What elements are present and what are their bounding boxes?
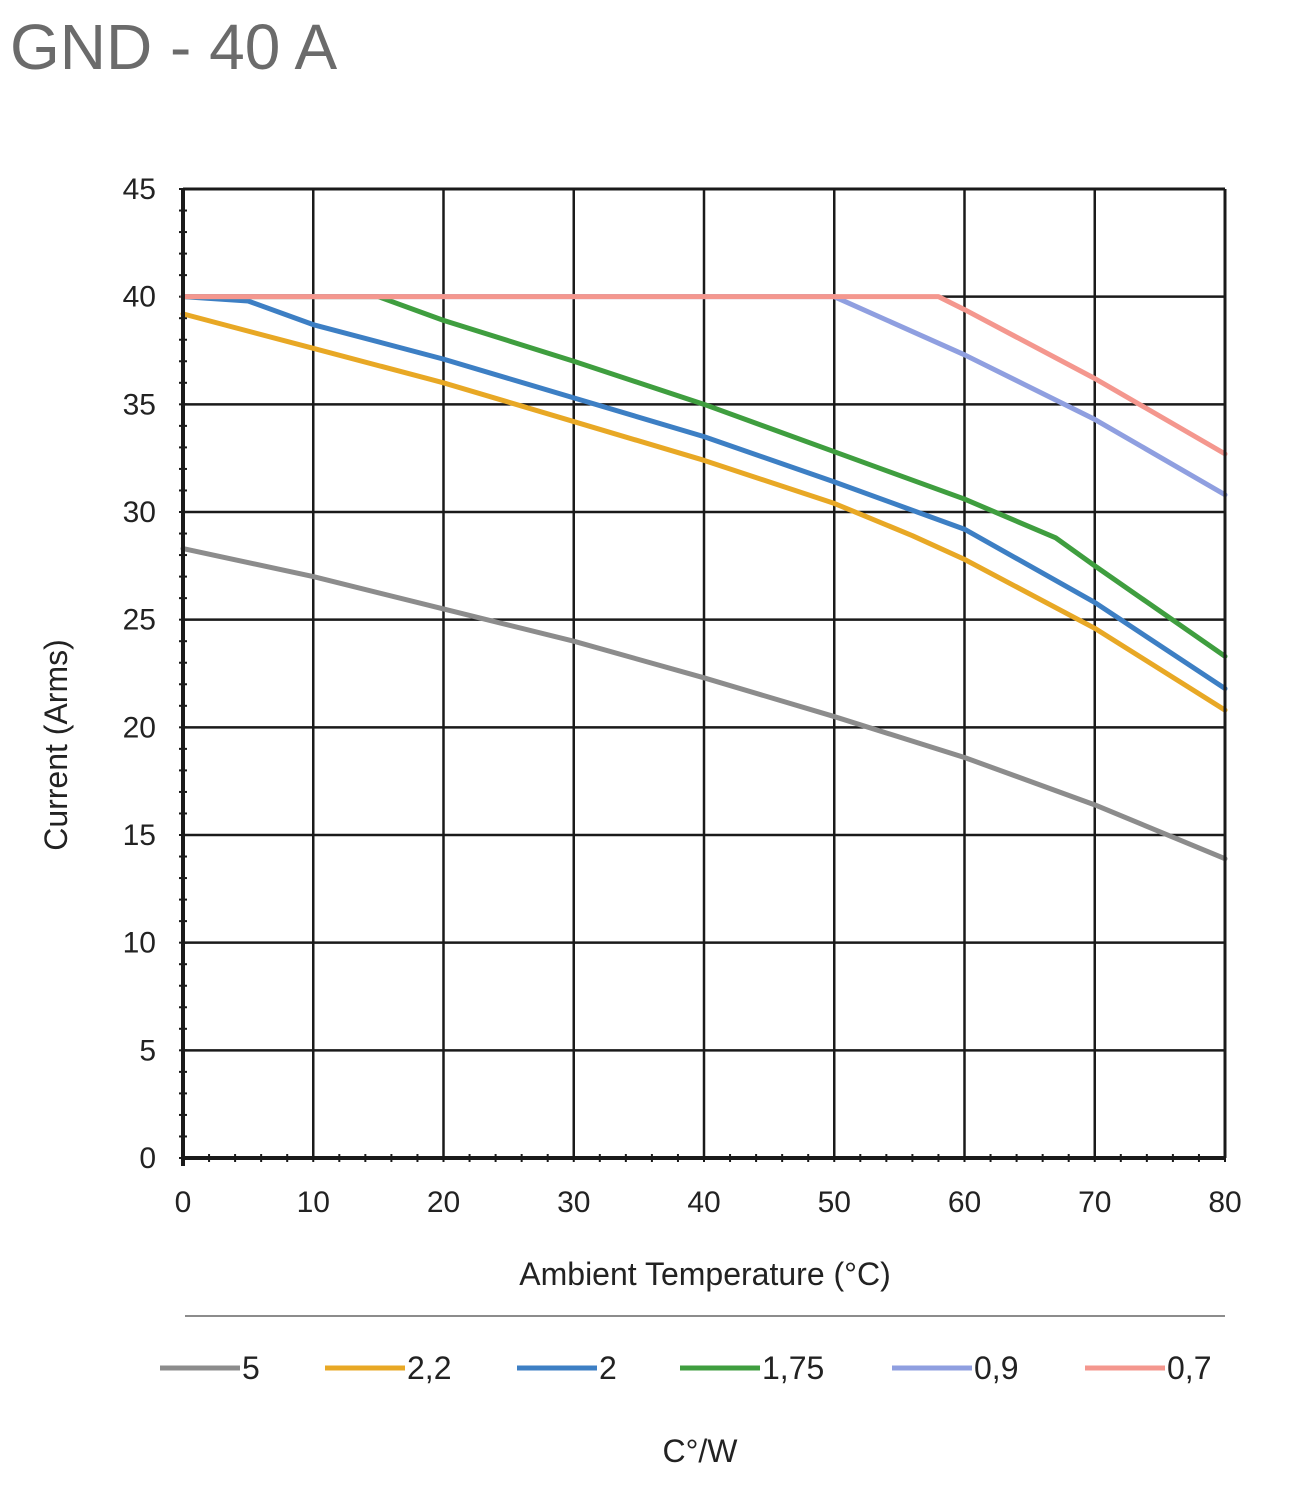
x-tick-label: 20: [427, 1186, 460, 1219]
legend-item-2: 2: [517, 1350, 617, 1386]
series-line-1-75: [180, 294, 1228, 659]
legend-item-2-2: 2,2: [325, 1350, 451, 1386]
page-title: GND - 40 A: [10, 11, 338, 83]
x-tick-label: 40: [687, 1186, 720, 1219]
y-tick-label: 10: [123, 927, 156, 960]
y-tick-label: 5: [139, 1034, 156, 1067]
chart-grid: [181, 187, 1227, 1160]
x-tick-label: 70: [1078, 1186, 1111, 1219]
series-line-2: [180, 294, 1228, 692]
legend-label: 5: [242, 1350, 260, 1386]
legend-label: 0,7: [1167, 1350, 1211, 1386]
y-tick-label: 40: [123, 281, 156, 314]
legend-title: C°/W: [663, 1433, 739, 1469]
y-axis-label: Current (Arms): [38, 639, 74, 851]
legend: 5 2,2 2 1,75 0,9 0,7: [160, 1350, 1211, 1386]
y-tick-label: 20: [123, 711, 156, 744]
series-line-0-7: [180, 294, 1228, 457]
y-tick-label: 30: [123, 496, 156, 529]
x-tick-labels: 0 10 20 30 40 50 60 70 80: [175, 1186, 1242, 1219]
legend-item-0-9: 0,9: [892, 1350, 1018, 1386]
y-tick-label: 15: [123, 819, 156, 852]
x-tick-label: 30: [557, 1186, 590, 1219]
legend-label: 2: [599, 1350, 617, 1386]
series-line-2-2: [180, 311, 1228, 713]
legend-label: 1,75: [762, 1350, 824, 1386]
x-tick-label: 0: [175, 1186, 192, 1219]
y-tick-label: 25: [123, 604, 156, 637]
x-axis-label: Ambient Temperature (°C): [519, 1256, 890, 1292]
x-tick-label: 80: [1208, 1186, 1241, 1219]
x-tick-label: 10: [297, 1186, 330, 1219]
y-tick-label: 35: [123, 388, 156, 421]
legend-item-0-7: 0,7: [1085, 1350, 1211, 1386]
plot-frame: [181, 187, 1227, 1166]
legend-label: 0,9: [974, 1350, 1018, 1386]
legend-label: 2,2: [407, 1350, 451, 1386]
y-tick-label: 0: [139, 1142, 156, 1175]
y-tick-label: 45: [123, 173, 156, 206]
series-lines: [180, 294, 1228, 862]
legend-item-1-75: 1,75: [680, 1350, 824, 1386]
x-tick-label: 50: [818, 1186, 851, 1219]
legend-item-5: 5: [160, 1350, 260, 1386]
y-tick-labels: 0 5 10 15 20 25 30 35 40 45: [123, 173, 156, 1175]
x-tick-label: 60: [948, 1186, 981, 1219]
series-line-5: [180, 546, 1228, 862]
